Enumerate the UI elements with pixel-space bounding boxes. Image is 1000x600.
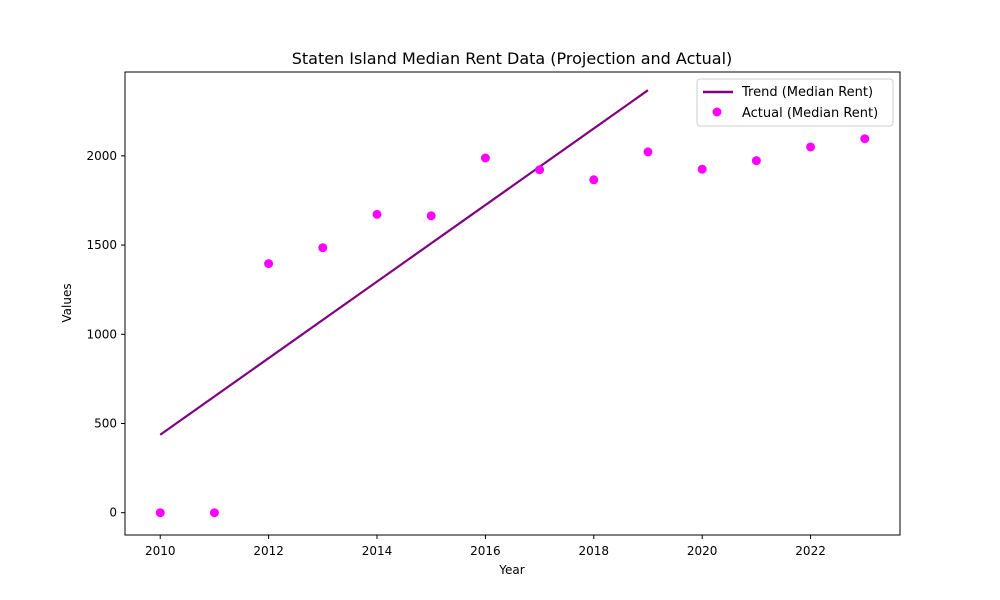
y-tick-label: 1500	[86, 238, 117, 252]
x-tick-label: 2022	[795, 544, 826, 558]
x-tick-label: 2020	[687, 544, 718, 558]
x-tick-label: 2014	[362, 544, 393, 558]
x-tick-label: 2016	[470, 544, 501, 558]
legend-actual-label: Actual (Median Rent)	[742, 106, 878, 121]
data-point	[209, 508, 219, 518]
legend-actual-swatch	[712, 107, 722, 117]
x-axis: 2010 2012 2014 2016 2018 2020 2022	[145, 535, 826, 558]
data-point	[535, 165, 545, 175]
y-tick-label: 2000	[86, 149, 117, 163]
data-point	[860, 134, 870, 144]
x-tick-label: 2010	[145, 544, 176, 558]
data-point	[643, 147, 653, 157]
plot-frame	[124, 71, 901, 536]
data-point	[155, 508, 165, 518]
y-tick-label: 1000	[86, 327, 117, 341]
x-tick-label: 2018	[579, 544, 610, 558]
y-axis-title: Values	[60, 283, 74, 322]
chart-title: Staten Island Median Rent Data (Projecti…	[292, 49, 733, 68]
y-tick-label: 0	[109, 506, 117, 520]
legend-trend-label: Trend (Median Rent)	[741, 85, 873, 100]
data-point	[751, 156, 761, 166]
y-tick-label: 500	[94, 416, 117, 430]
y-axis: 0 500 1000 1500 2000	[86, 149, 125, 520]
data-point	[480, 153, 490, 163]
data-point	[264, 259, 274, 269]
data-point	[589, 175, 599, 185]
data-point	[426, 211, 436, 221]
x-axis-title: Year	[498, 563, 524, 577]
data-point	[806, 142, 816, 152]
plot-area	[155, 89, 870, 518]
data-point	[318, 243, 328, 253]
legend-box	[696, 78, 894, 127]
legend: Trend (Median Rent) Actual (Median Rent)	[696, 78, 894, 127]
data-point	[697, 164, 707, 174]
trend-line	[159, 89, 649, 436]
data-point	[372, 209, 382, 219]
x-tick-label: 2012	[253, 544, 284, 558]
